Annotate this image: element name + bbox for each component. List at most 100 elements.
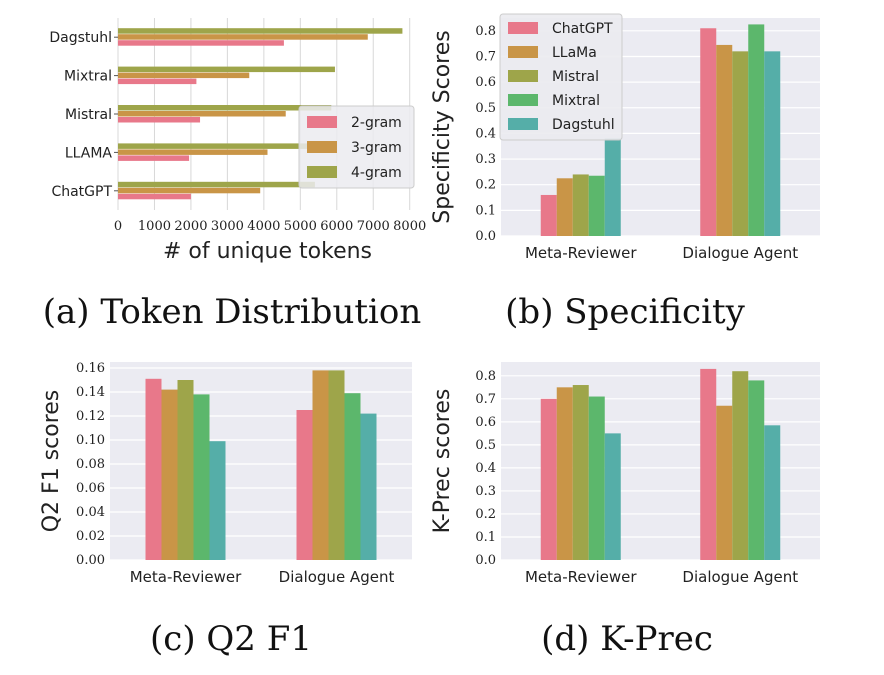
y-tick-label: 0.5 xyxy=(475,101,496,116)
y-tick-label: 0.8 xyxy=(475,369,496,384)
x-tick-label: Dialogue Agent xyxy=(279,568,395,586)
bar-Mistral-Meta-Reviewer xyxy=(572,174,589,236)
legend-swatch-4-gram xyxy=(307,166,337,178)
y-tick-label: Mixtral xyxy=(64,69,112,85)
bar-Dagstuhl-Meta-Reviewer xyxy=(604,433,621,560)
bar-LLaMa-Meta-Reviewer xyxy=(556,178,573,236)
y-tick-label: 0.00 xyxy=(76,553,105,568)
x-tick-label: Meta-Reviewer xyxy=(525,568,637,586)
legend-label-Dagstuhl: Dagstuhl xyxy=(552,117,615,133)
y-tick-label: 0.1 xyxy=(475,203,496,218)
bar-ChatGPT-Dialogue Agent xyxy=(700,368,717,560)
bar-4-gram-LLAMA xyxy=(118,143,319,149)
y-tick-label: 0.5 xyxy=(475,438,496,453)
bar-ChatGPT-Meta-Reviewer xyxy=(145,378,162,560)
bar-LLaMa-Dialogue Agent xyxy=(716,44,733,236)
bar-Dagstuhl-Meta-Reviewer xyxy=(604,138,621,236)
bar-Dagstuhl-Dialogue Agent xyxy=(360,413,377,560)
y-tick-label: 0.6 xyxy=(475,75,496,90)
legend-label-ChatGPT: ChatGPT xyxy=(552,21,613,37)
bar-Mistral-Meta-Reviewer xyxy=(572,385,589,560)
x-tick-label: 4000 xyxy=(247,219,280,234)
bar-Mixtral-Meta-Reviewer xyxy=(588,175,605,236)
legend-label-4-gram: 4-gram xyxy=(351,165,402,181)
bar-Mixtral-Meta-Reviewer xyxy=(193,394,210,560)
y-tick-label: Dagstuhl xyxy=(49,30,112,46)
y-tick-label: Mistral xyxy=(65,107,112,123)
legend-label-3-gram: 3-gram xyxy=(351,140,402,156)
y-tick-label: 0.0 xyxy=(475,553,496,568)
legend-label-Mistral: Mistral xyxy=(552,69,599,85)
bar-LLaMa-Dialogue Agent xyxy=(312,370,329,560)
y-tick-label: 0.08 xyxy=(76,457,105,472)
y-tick-label: 0.02 xyxy=(76,529,105,544)
caption-d: (d) K-Prec xyxy=(541,619,713,659)
y-tick-label: 0.06 xyxy=(76,481,105,496)
bar-2-gram-Mixtral xyxy=(118,78,197,85)
legend-swatch-Dagstuhl xyxy=(508,118,538,130)
bar-ChatGPT-Dialogue Agent xyxy=(700,28,717,237)
y-tick-label: 0.2 xyxy=(475,178,496,193)
x-tick-label: 8000 xyxy=(393,219,426,234)
chart-k-prec: 0.0 0.1 0.2 0.3 0.4 0.5 0.6 0.7 0.8 Meta-Reviewer… xyxy=(430,362,820,586)
chart-specificity: 0.0 0.1 0.2 0.3 0.4 0.5 0.6 0.7 0.8 Meta-Reviewer… xyxy=(430,13,820,262)
y-tick-label: 0.12 xyxy=(76,409,105,424)
y-tick-label: 0.0 xyxy=(475,229,496,244)
y-tick-label: 0.8 xyxy=(475,24,496,39)
y-axis-label: Q2 F1 scores xyxy=(39,390,64,533)
chart-q2-f1: 0.00 0.02 0.04 0.06 0.08 0.10 0.12 0.14 0.16 Meta… xyxy=(39,361,412,586)
x-tick-label: 6000 xyxy=(320,219,353,234)
caption-a: (a) Token Distribution xyxy=(42,292,422,332)
bar-2-gram-LLAMA xyxy=(118,155,190,161)
x-tick-label: Dialogue Agent xyxy=(682,568,798,586)
bar-Mistral-Dialogue Agent xyxy=(732,371,749,560)
legend-swatch-Mistral xyxy=(508,70,538,82)
bar-4-gram-Mixtral xyxy=(118,66,335,73)
x-axis-label: # of unique tokens xyxy=(163,239,372,264)
legend-swatch-ChatGPT xyxy=(508,22,538,34)
y-tick-label: 0.14 xyxy=(76,385,105,400)
bar-3-gram-Mixtral xyxy=(118,72,250,79)
y-tick-label: 0.7 xyxy=(475,392,496,407)
y-tick-label: 0.16 xyxy=(76,361,105,376)
y-axis-label: K-Prec scores xyxy=(430,389,455,534)
x-tick-label: 0 xyxy=(114,219,122,234)
y-tick-label: 0.10 xyxy=(76,433,105,448)
bar-Dagstuhl-Dialogue Agent xyxy=(764,425,781,560)
caption-b: (b) Specificity xyxy=(505,292,745,332)
bar-Dagstuhl-Dialogue Agent xyxy=(764,51,781,237)
bar-ChatGPT-Meta-Reviewer xyxy=(540,194,557,236)
x-tick-label: 7000 xyxy=(357,219,390,234)
bar-3-gram-Dagstuhl xyxy=(118,34,368,40)
bar-3-gram-ChatGPT xyxy=(118,187,261,194)
chart-token-distribution: 0 1000 2000 3000 4000 5000 6000 7000 8000 ChatGPT… xyxy=(49,18,426,264)
legend-label-Mixtral: Mixtral xyxy=(552,93,600,109)
legend-swatch-Mixtral xyxy=(508,94,538,106)
bar-LLaMa-Meta-Reviewer xyxy=(161,389,178,560)
y-tick-label: ChatGPT xyxy=(51,184,112,200)
x-tick-label: 5000 xyxy=(284,219,317,234)
bar-ChatGPT-Dialogue Agent xyxy=(296,410,313,560)
y-axis-label: Specificity Scores xyxy=(430,30,455,223)
legend-swatch-LLaMa xyxy=(508,46,538,58)
y-tick-label: 0.6 xyxy=(475,415,496,430)
bar-Mistral-Dialogue Agent xyxy=(328,370,345,560)
y-tick-label: 0.3 xyxy=(475,484,496,499)
bar-3-gram-Mistral xyxy=(118,111,286,117)
bar-2-gram-ChatGPT xyxy=(118,193,191,200)
caption-c: (c) Q2 F1 xyxy=(150,619,312,659)
bar-2-gram-Dagstuhl xyxy=(118,40,284,46)
legend-label-LLaMa: LLaMa xyxy=(552,45,597,61)
y-tick-label: 0.04 xyxy=(76,505,105,520)
y-tick-label: 0.7 xyxy=(475,49,496,64)
x-tick-label: Meta-Reviewer xyxy=(525,244,637,262)
x-tick-label: 2000 xyxy=(174,219,207,234)
x-tick-label: 3000 xyxy=(211,219,244,234)
bar-Mixtral-Dialogue Agent xyxy=(748,380,765,560)
legend-swatch-3-gram xyxy=(307,141,337,153)
bar-LLaMa-Dialogue Agent xyxy=(716,405,733,560)
bar-4-gram-ChatGPT xyxy=(118,181,315,188)
bar-Dagstuhl-Meta-Reviewer xyxy=(209,441,226,560)
bar-ChatGPT-Meta-Reviewer xyxy=(540,398,557,560)
bar-LLaMa-Meta-Reviewer xyxy=(556,387,573,560)
